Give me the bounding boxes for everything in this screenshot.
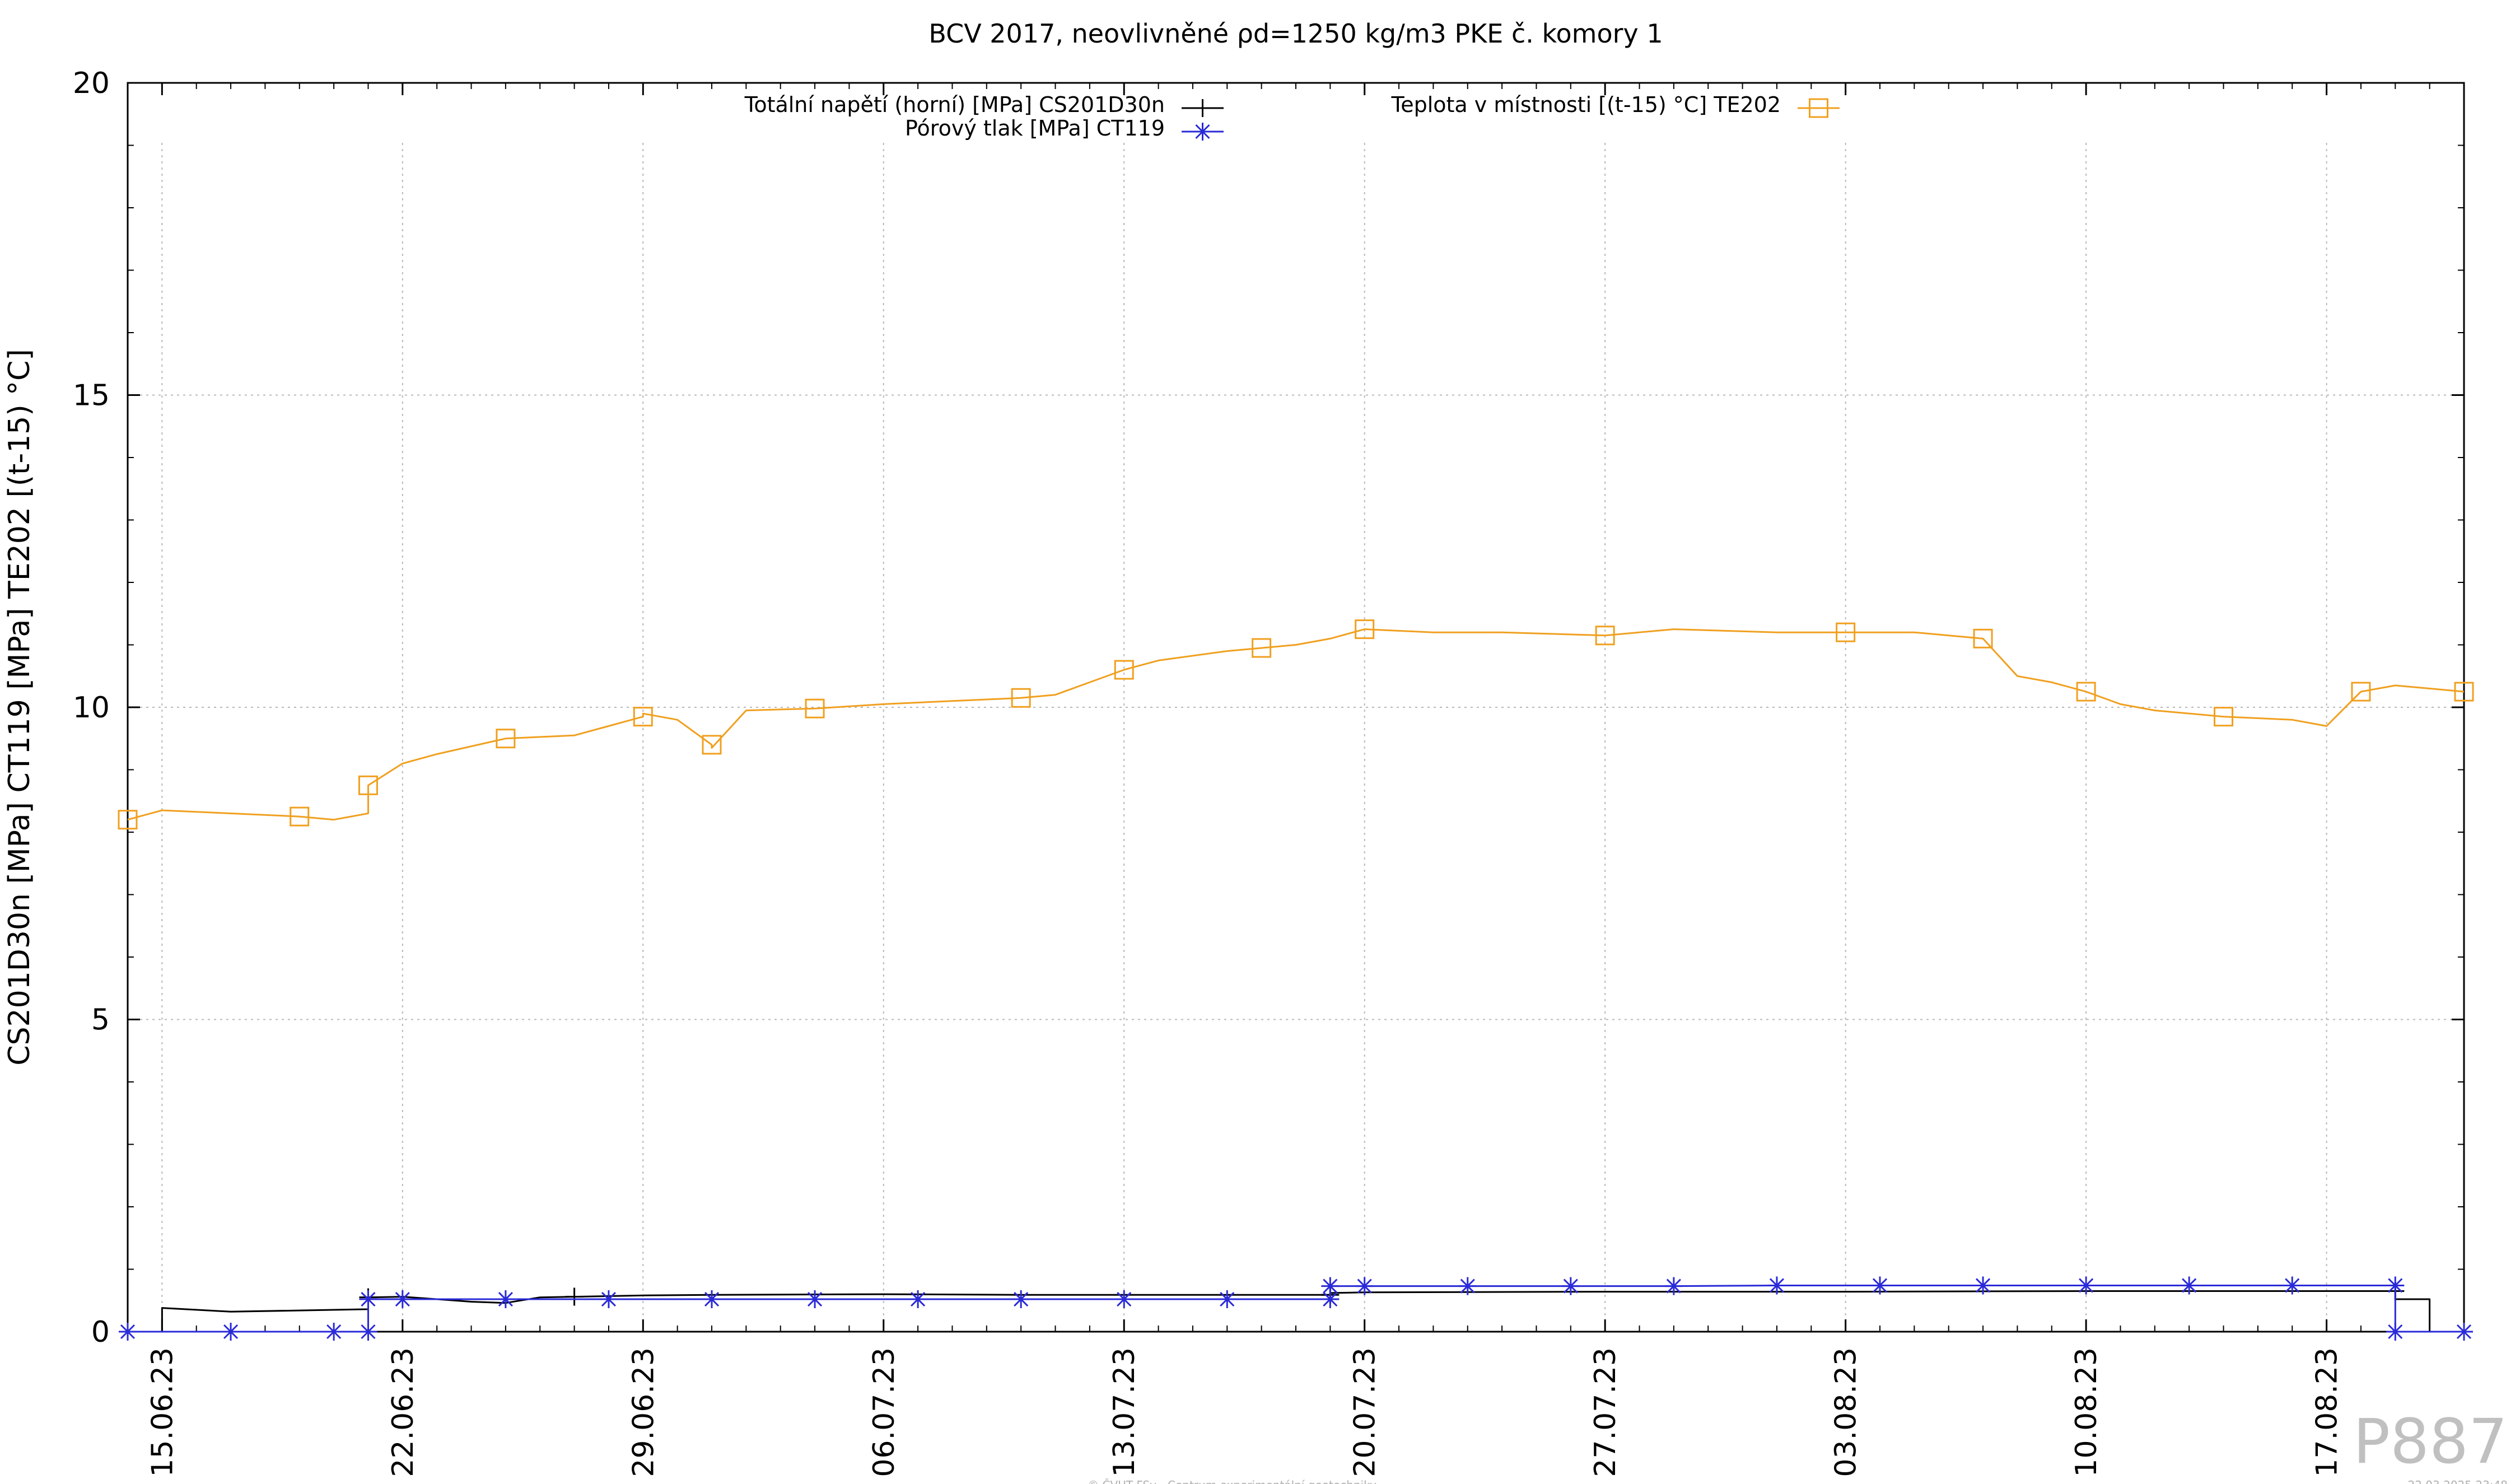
legend: Totální napětí (horní) [MPa] CS201D30nPó… — [744, 92, 1840, 141]
star-marker — [599, 1290, 618, 1309]
plus-marker — [565, 1287, 584, 1306]
star-marker — [1321, 1290, 1340, 1309]
star-marker — [1218, 1290, 1236, 1309]
square-marker — [1252, 638, 1272, 658]
star-marker — [393, 1290, 412, 1309]
x-tick-label: 22.06.23 — [386, 1347, 420, 1477]
star-marker — [1871, 1276, 1889, 1295]
legend-label-0: Totální napětí (horní) [MPa] CS201D30n — [744, 92, 1165, 117]
legend-label-1: Pórový tlak [MPa] CT119 — [905, 116, 1165, 141]
star-marker — [325, 1323, 343, 1341]
star-marker — [1664, 1277, 1683, 1295]
square-marker — [2214, 707, 2234, 727]
square-marker — [805, 698, 825, 718]
y-tick-label: 0 — [91, 1315, 110, 1349]
star-marker — [359, 1290, 377, 1309]
star-marker — [806, 1290, 824, 1309]
x-tick-label: 27.07.23 — [1589, 1347, 1622, 1477]
x-tick-label: 20.07.23 — [1348, 1347, 1382, 1477]
x-tick-label: 10.08.23 — [2070, 1347, 2103, 1477]
copyright-footer: © ČVUT FSv - Centrum experimentální geot… — [1088, 1478, 1376, 1484]
square-marker — [1114, 660, 1134, 680]
star-marker — [2077, 1276, 2096, 1295]
square-marker — [702, 735, 722, 755]
star-marker — [2455, 1323, 2473, 1341]
chart-title: BCV 2017, neovlivněné ρd=1250 kg/m3 PKE … — [928, 18, 1663, 49]
series-2-group — [118, 619, 2474, 830]
x-tick-label: 29.06.23 — [627, 1347, 660, 1477]
star-marker — [1321, 1277, 1340, 1295]
square-marker — [1011, 688, 1031, 708]
sensor-code-watermark: P887 — [2353, 1406, 2508, 1477]
star-marker — [1355, 1277, 1374, 1295]
plot-area-frame — [127, 82, 2465, 1333]
series-2-line — [127, 628, 2465, 821]
square-marker — [2351, 682, 2371, 702]
square-marker — [2076, 682, 2096, 702]
square-marker — [1355, 619, 1375, 640]
y-tick-label: 20 — [73, 67, 110, 100]
star-marker — [222, 1323, 240, 1341]
star-marker — [2283, 1276, 2302, 1295]
x-tick-label: 17.08.23 — [2311, 1347, 2344, 1477]
square-marker — [290, 806, 310, 827]
star-marker — [1012, 1290, 1030, 1309]
grid-lines — [128, 143, 2464, 1332]
star-marker — [1974, 1276, 1992, 1295]
series-1-group — [119, 1276, 2473, 1341]
star-marker — [1458, 1277, 1477, 1295]
square-marker — [1809, 98, 1828, 118]
series-group — [118, 619, 2474, 1341]
star-marker — [909, 1290, 927, 1309]
x-tick-label: 15.06.23 — [146, 1347, 179, 1477]
series-1-line — [128, 1285, 2464, 1333]
axes: 0 5 10 15 20 15.06.23 22.06.23 29.06.23 06.07.23… — [73, 67, 2465, 1477]
star-marker — [1561, 1277, 1580, 1295]
square-marker — [118, 810, 138, 830]
star-marker — [2180, 1276, 2199, 1295]
star-marker — [119, 1323, 137, 1341]
star-marker — [2386, 1276, 2405, 1295]
star-marker — [496, 1290, 515, 1309]
square-marker — [633, 707, 653, 727]
x-tick-label: 13.07.23 — [1108, 1347, 1141, 1477]
y-tick-label: 10 — [73, 691, 110, 725]
star-marker — [1767, 1276, 1786, 1295]
square-marker — [496, 729, 516, 749]
square-marker — [1836, 622, 1856, 642]
star-marker — [359, 1323, 377, 1341]
star-marker — [2386, 1323, 2405, 1341]
y-tick-label: 5 — [91, 1004, 110, 1037]
star-marker — [1115, 1290, 1133, 1309]
square-marker — [1595, 626, 1615, 646]
star-marker — [703, 1290, 721, 1309]
star-marker — [1193, 123, 1212, 141]
square-marker — [1973, 628, 1993, 648]
x-tick-label: 06.07.23 — [867, 1347, 901, 1477]
square-marker — [2454, 682, 2474, 702]
plus-marker — [1193, 99, 1212, 117]
timestamp-footer: 22.03.2025 23:48 — [2407, 1478, 2508, 1484]
series-0-line — [128, 1290, 2431, 1333]
y-axis-label: CS201D30n [MPa] CT119 [MPa] TE202 [(t-15… — [3, 349, 36, 1066]
legend-label-2: Teplota v místnosti [(t-15) °C] TE202 — [1390, 92, 1781, 117]
square-marker — [358, 775, 378, 795]
x-tick-label: 03.08.23 — [1830, 1347, 1863, 1477]
y-tick-label: 15 — [73, 379, 110, 413]
